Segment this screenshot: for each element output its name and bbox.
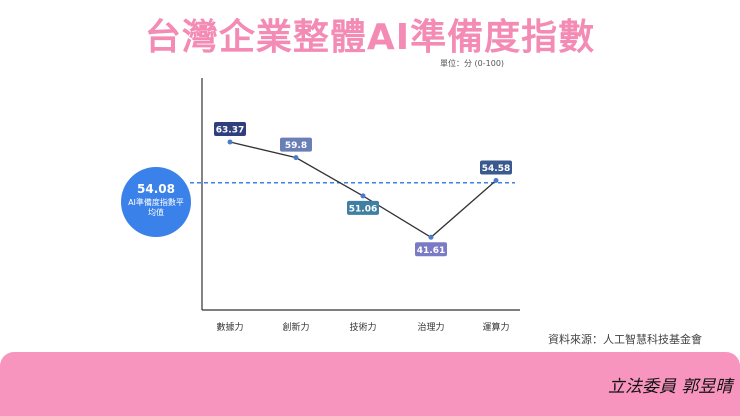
x-tick-label: 治理力 [417,321,444,333]
unit-note: 單位：分 (0-100) [440,59,505,68]
data-label: 54.58 [480,160,512,175]
page-title: 台灣企業整體AI準備度指數 [144,17,596,58]
data-point [493,178,499,184]
x-tick-label: 技術力 [349,321,376,333]
data-label-text: 41.61 [417,246,445,256]
data-label-text: 63.37 [216,126,244,136]
data-point [360,193,366,199]
data-label-text: 59.8 [285,141,307,151]
data-label: 59.8 [280,137,312,152]
data-label: 63.37 [214,122,246,137]
data-label-text: 54.58 [482,164,510,174]
series-line [229,141,497,239]
data-label: 51.06 [347,200,379,215]
x-tick-label: 創新力 [282,321,309,333]
x-tick-label: 運算力 [482,321,509,333]
source-note: 資料來源：人工智慧科技基金會 [548,333,702,346]
average-value: 54.08 [137,182,175,196]
data-point [227,139,233,145]
data-point [293,155,299,161]
data-point [428,234,434,240]
average-badge: 54.08 AI準備度指數平均值 [121,167,191,237]
data-label: 41.61 [415,242,447,257]
signature: 立法委員 郭昱晴 [608,377,733,397]
line-chart: 63.37 59.8 51.06 41.61 54.58 數據力 創新力 技術力 治理力 運算力 [190,78,520,333]
x-tick-label: 數據力 [216,321,243,333]
average-label: AI準備度指數平均值 [128,198,184,217]
bottom-band [0,352,740,416]
data-label-text: 51.06 [349,204,377,214]
